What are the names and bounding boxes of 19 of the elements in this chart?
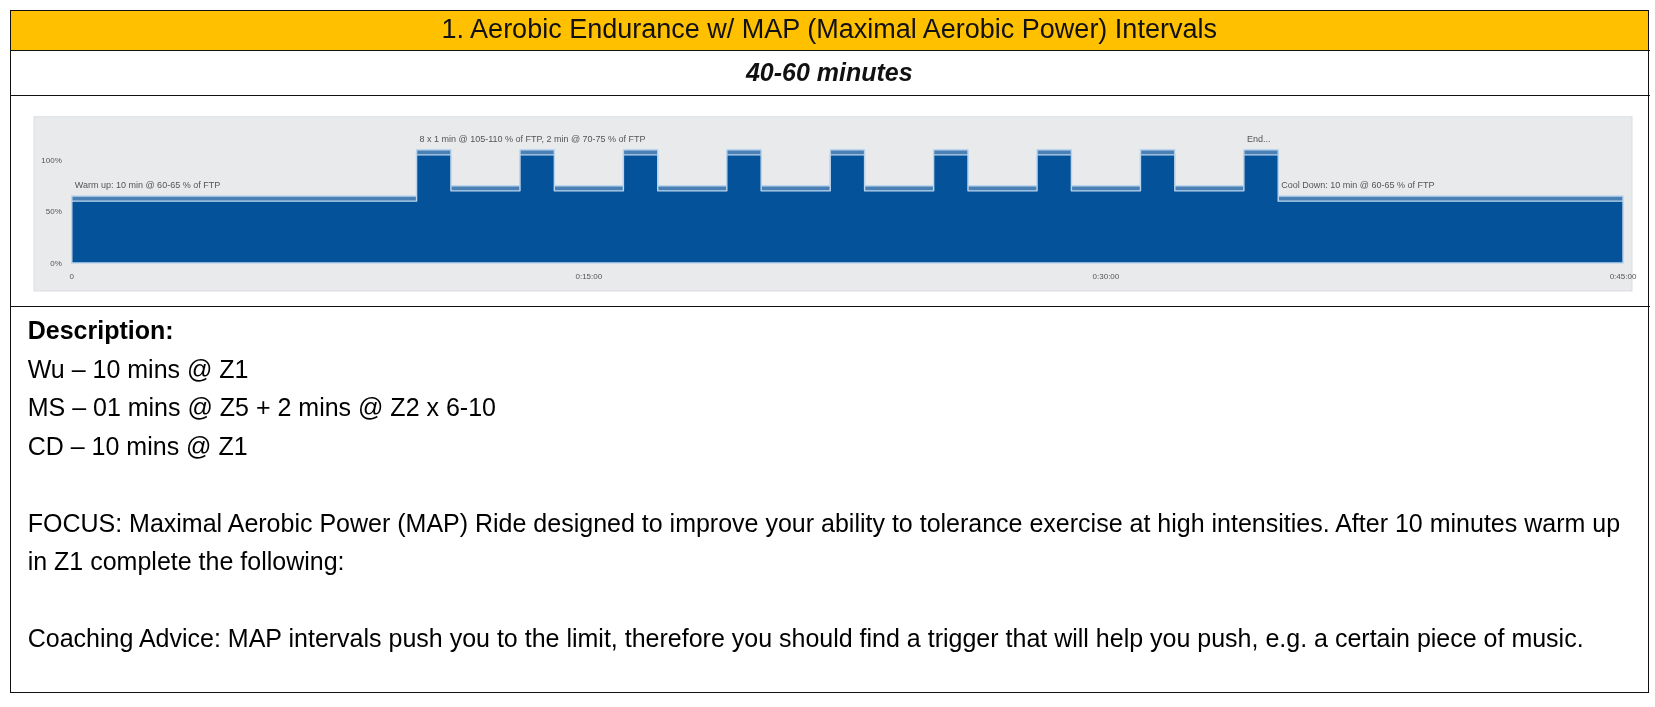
chart-subtitle: 40-60 minutes [745,57,913,86]
chart-title: 1. Aerobic Endurance w/ MAP (Maximal Aerobic Power) Intervals [441,14,1217,45]
text: FOCUS: Maximal Aerobic Power (MAP) Ride designed to improve your ability to tolerance exercise at high intensities. After 10 minutes warm up in Z1 complete the following: [27,508,1621,575]
x-tick-label: 0:45:00 [1609,271,1637,281]
annotation: Cool Down: 10 min @ 60-65 % of FTP [1281,180,1435,191]
x-tick-label: 0:15:00 [575,271,603,281]
text: Wu – 10 mins @ Z1 [27,354,249,383]
y-tick-label: 0% [50,258,62,268]
text: MS – 01 mins @ Z5 + 2 mins @ Z2 x 6-10 [27,393,496,421]
annotation: 8 x 1 min @ 105-110 % of FTP, 2 min @ 70-75 % of FTP [419,133,646,144]
annotation: End... [1246,133,1271,144]
annotation: Warm up: 10 min @ 60-65 % of FTP [74,180,221,191]
text: CD – 10 mins @ Z1 [27,431,248,460]
x-tick-label: 0 [69,271,75,281]
y-tick-label: 100% [41,155,62,165]
text: Description: [27,316,174,344]
text: Coaching Advice: MAP intervals push you to the limit, therefore you should find a trigger that will help you push, e.g. a certain piece of music. [27,624,1584,652]
x-tick-label: 0:30:00 [1092,271,1120,281]
y-tick-label: 50% [45,207,62,217]
